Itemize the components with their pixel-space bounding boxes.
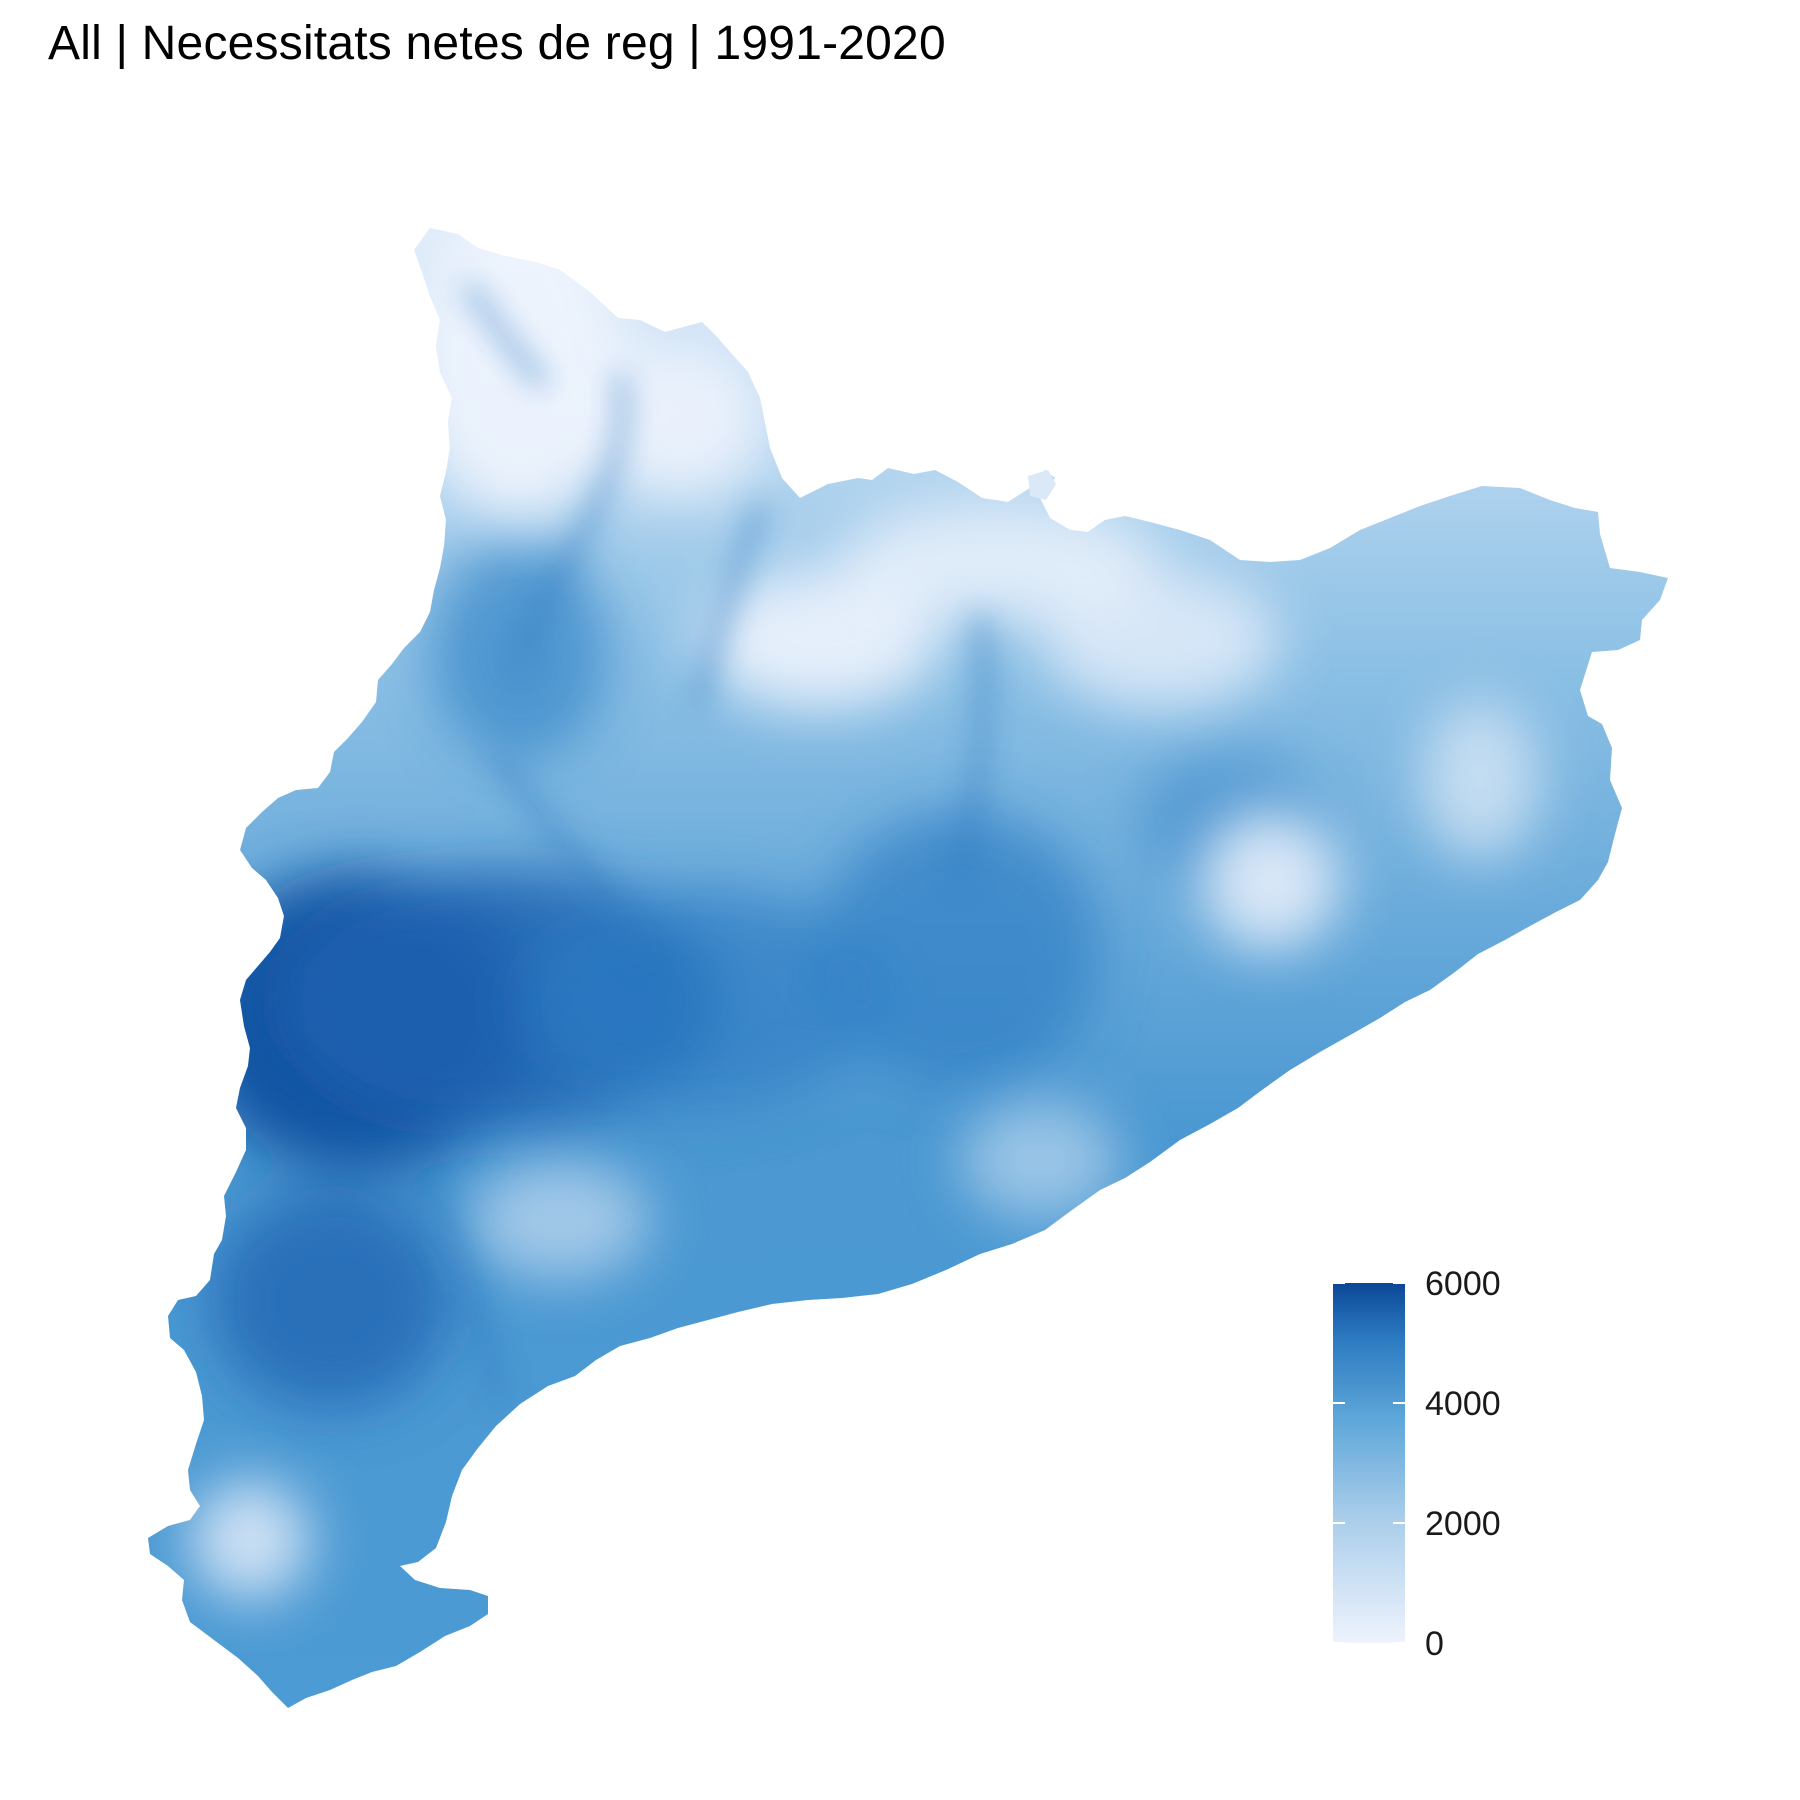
legend-tick-label: 0 [1425, 1625, 1444, 1663]
legend-tick-label: 6000 [1425, 1265, 1501, 1303]
legend-tick-label: 2000 [1425, 1505, 1501, 1543]
map-title: All | Necessitats netes de reg | 1991-20… [48, 17, 946, 70]
legend-colorbar [1333, 1283, 1405, 1643]
legend-tick-label: 4000 [1425, 1385, 1501, 1423]
legend: 0 2000 4000 6000 [1333, 1265, 1501, 1663]
region-enclave [1028, 470, 1056, 500]
legend-ticks: 0 2000 4000 6000 [1333, 1265, 1501, 1663]
